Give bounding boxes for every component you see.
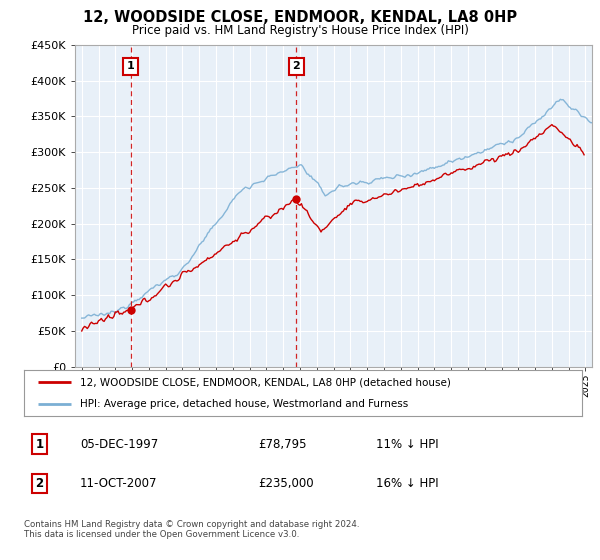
- Text: 2: 2: [35, 477, 44, 490]
- Text: £235,000: £235,000: [259, 477, 314, 490]
- Text: £78,795: £78,795: [259, 438, 307, 451]
- Text: 05-DEC-1997: 05-DEC-1997: [80, 438, 158, 451]
- Text: 16% ↓ HPI: 16% ↓ HPI: [376, 477, 438, 490]
- Text: HPI: Average price, detached house, Westmorland and Furness: HPI: Average price, detached house, West…: [80, 399, 408, 409]
- Text: 11-OCT-2007: 11-OCT-2007: [80, 477, 157, 490]
- Text: 1: 1: [35, 438, 44, 451]
- Text: 12, WOODSIDE CLOSE, ENDMOOR, KENDAL, LA8 0HP: 12, WOODSIDE CLOSE, ENDMOOR, KENDAL, LA8…: [83, 10, 517, 25]
- Text: Contains HM Land Registry data © Crown copyright and database right 2024.
This d: Contains HM Land Registry data © Crown c…: [24, 520, 359, 539]
- Text: 11% ↓ HPI: 11% ↓ HPI: [376, 438, 438, 451]
- Text: 1: 1: [127, 61, 134, 71]
- Text: 12, WOODSIDE CLOSE, ENDMOOR, KENDAL, LA8 0HP (detached house): 12, WOODSIDE CLOSE, ENDMOOR, KENDAL, LA8…: [80, 377, 451, 388]
- Text: Price paid vs. HM Land Registry's House Price Index (HPI): Price paid vs. HM Land Registry's House …: [131, 24, 469, 37]
- Text: 2: 2: [293, 61, 301, 71]
